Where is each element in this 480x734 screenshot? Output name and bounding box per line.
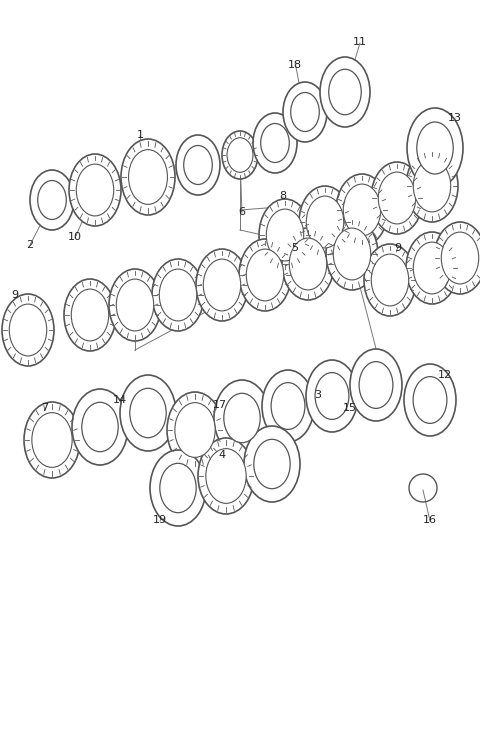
- Ellipse shape: [204, 259, 240, 311]
- Ellipse shape: [404, 364, 456, 436]
- Ellipse shape: [417, 122, 453, 174]
- Ellipse shape: [378, 172, 416, 224]
- Ellipse shape: [109, 269, 161, 341]
- Text: 5: 5: [291, 243, 299, 253]
- Text: 9: 9: [12, 290, 19, 300]
- Text: 13: 13: [448, 113, 462, 123]
- Ellipse shape: [413, 377, 447, 424]
- Ellipse shape: [38, 181, 66, 219]
- Ellipse shape: [150, 450, 206, 526]
- Ellipse shape: [306, 196, 344, 248]
- Ellipse shape: [24, 402, 80, 478]
- Ellipse shape: [71, 289, 108, 341]
- Ellipse shape: [184, 145, 212, 184]
- Ellipse shape: [72, 389, 128, 465]
- Ellipse shape: [198, 438, 254, 514]
- Ellipse shape: [246, 249, 284, 301]
- Ellipse shape: [283, 82, 327, 142]
- Text: 9: 9: [395, 243, 402, 253]
- Text: 10: 10: [68, 232, 82, 242]
- Ellipse shape: [326, 218, 378, 290]
- Ellipse shape: [406, 232, 458, 304]
- Ellipse shape: [9, 304, 47, 356]
- Ellipse shape: [320, 57, 370, 127]
- Ellipse shape: [413, 242, 451, 294]
- Ellipse shape: [372, 254, 409, 306]
- Text: 3: 3: [314, 390, 322, 400]
- Ellipse shape: [364, 244, 416, 316]
- Ellipse shape: [152, 259, 204, 331]
- Ellipse shape: [82, 402, 118, 451]
- Ellipse shape: [329, 69, 361, 115]
- Ellipse shape: [32, 413, 72, 468]
- Text: 16: 16: [423, 515, 437, 525]
- Ellipse shape: [336, 174, 388, 246]
- Ellipse shape: [167, 392, 223, 468]
- Ellipse shape: [441, 232, 479, 284]
- Ellipse shape: [315, 373, 349, 419]
- Text: 17: 17: [213, 400, 227, 410]
- Ellipse shape: [175, 403, 215, 457]
- Text: 8: 8: [279, 191, 287, 201]
- Ellipse shape: [244, 426, 300, 502]
- Ellipse shape: [121, 139, 175, 215]
- Text: 1: 1: [136, 130, 144, 140]
- Ellipse shape: [69, 154, 121, 226]
- Ellipse shape: [130, 388, 166, 437]
- Ellipse shape: [262, 370, 314, 442]
- Ellipse shape: [291, 92, 319, 131]
- Text: 7: 7: [41, 403, 48, 413]
- Ellipse shape: [266, 209, 304, 261]
- Text: 4: 4: [218, 450, 226, 460]
- Ellipse shape: [359, 362, 393, 408]
- Ellipse shape: [116, 279, 154, 331]
- Ellipse shape: [350, 349, 402, 421]
- Ellipse shape: [120, 375, 176, 451]
- Ellipse shape: [333, 228, 371, 280]
- Ellipse shape: [222, 131, 258, 179]
- Ellipse shape: [214, 380, 270, 456]
- Text: 6: 6: [239, 207, 245, 217]
- Ellipse shape: [253, 113, 297, 173]
- Ellipse shape: [261, 123, 289, 162]
- Text: 15: 15: [343, 403, 357, 413]
- Ellipse shape: [76, 164, 114, 216]
- Ellipse shape: [434, 222, 480, 294]
- Ellipse shape: [254, 440, 290, 489]
- Ellipse shape: [160, 463, 196, 513]
- Ellipse shape: [371, 162, 423, 234]
- Ellipse shape: [343, 184, 381, 236]
- Ellipse shape: [259, 199, 311, 271]
- Text: 11: 11: [353, 37, 367, 47]
- Ellipse shape: [282, 228, 334, 300]
- Ellipse shape: [306, 360, 358, 432]
- Ellipse shape: [159, 269, 197, 321]
- Ellipse shape: [227, 138, 253, 172]
- Ellipse shape: [224, 393, 260, 443]
- Ellipse shape: [129, 150, 168, 204]
- Text: 14: 14: [113, 395, 127, 405]
- Ellipse shape: [206, 448, 246, 504]
- Text: 19: 19: [153, 515, 167, 525]
- Ellipse shape: [196, 249, 248, 321]
- Text: 2: 2: [26, 240, 34, 250]
- Ellipse shape: [30, 170, 74, 230]
- Ellipse shape: [413, 160, 451, 212]
- Text: 12: 12: [438, 370, 452, 380]
- Ellipse shape: [289, 238, 327, 290]
- Ellipse shape: [239, 239, 291, 311]
- Ellipse shape: [299, 186, 351, 258]
- Ellipse shape: [406, 150, 458, 222]
- Ellipse shape: [2, 294, 54, 366]
- Ellipse shape: [407, 108, 463, 188]
- Ellipse shape: [271, 382, 305, 429]
- Ellipse shape: [64, 279, 116, 351]
- Ellipse shape: [176, 135, 220, 195]
- Text: 18: 18: [288, 60, 302, 70]
